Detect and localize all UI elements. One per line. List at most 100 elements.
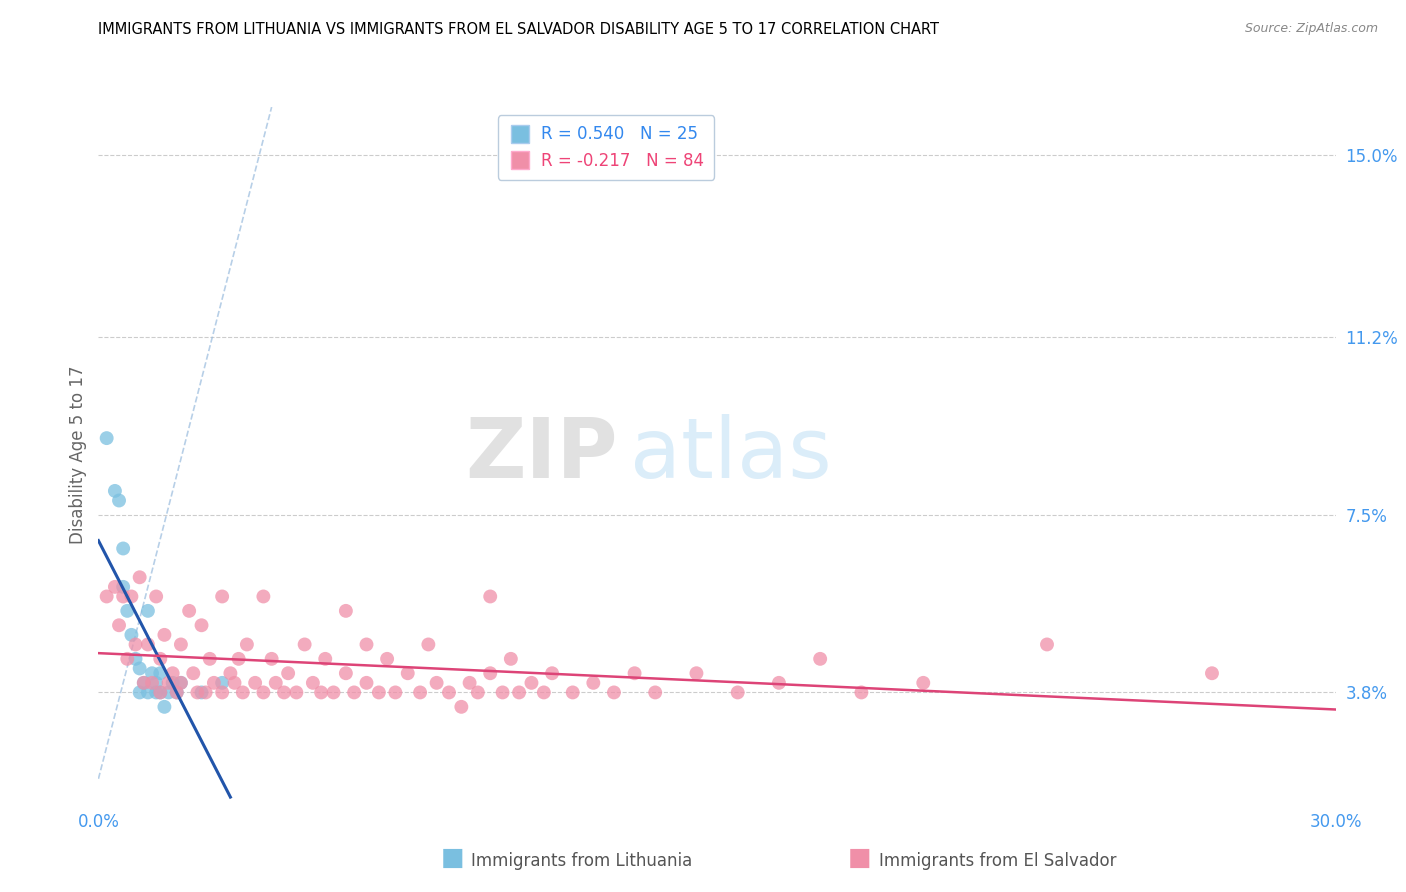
Text: atlas: atlas <box>630 415 832 495</box>
Point <box>228 652 250 666</box>
Point <box>170 676 193 690</box>
Point <box>375 652 398 666</box>
Point <box>232 685 254 699</box>
Point <box>128 685 150 699</box>
Point <box>418 637 440 651</box>
Point <box>124 652 146 666</box>
Point <box>170 676 193 690</box>
Point <box>1036 637 1059 651</box>
Point <box>851 685 873 699</box>
Point <box>533 685 555 699</box>
Point <box>520 676 543 690</box>
Point <box>450 699 472 714</box>
Legend: R = 0.540   N = 25, R = -0.217   N = 84: R = 0.540 N = 25, R = -0.217 N = 84 <box>498 115 714 179</box>
Point <box>479 666 502 681</box>
Point <box>211 685 233 699</box>
Point <box>314 652 336 666</box>
Point <box>294 637 316 651</box>
Point <box>603 685 626 699</box>
Point <box>343 685 366 699</box>
Point <box>166 685 188 699</box>
Point <box>153 699 176 714</box>
Point <box>136 685 159 699</box>
Point <box>322 685 344 699</box>
Point <box>108 493 131 508</box>
Point <box>181 666 204 681</box>
Point <box>162 666 184 681</box>
Point <box>194 685 217 699</box>
Point <box>912 676 935 690</box>
Point <box>128 570 150 584</box>
Point <box>132 676 155 690</box>
Point <box>108 618 131 632</box>
Point <box>582 676 605 690</box>
Point <box>264 676 287 690</box>
Point <box>644 685 666 699</box>
Point <box>190 685 212 699</box>
Point <box>356 676 378 690</box>
Point <box>112 541 135 556</box>
Point <box>277 666 299 681</box>
Text: IMMIGRANTS FROM LITHUANIA VS IMMIGRANTS FROM EL SALVADOR DISABILITY AGE 5 TO 17 : IMMIGRANTS FROM LITHUANIA VS IMMIGRANTS … <box>98 22 939 37</box>
Point <box>96 590 118 604</box>
Point <box>768 676 790 690</box>
Point <box>409 685 432 699</box>
Point <box>117 604 139 618</box>
Point <box>224 676 246 690</box>
Point <box>252 685 274 699</box>
Point <box>149 685 172 699</box>
Point <box>120 590 142 604</box>
Point <box>561 685 583 699</box>
Point <box>162 676 184 690</box>
Point <box>202 676 225 690</box>
Point <box>541 666 564 681</box>
Point <box>104 483 127 498</box>
Point <box>396 666 419 681</box>
Point <box>149 666 172 681</box>
Point <box>335 666 357 681</box>
Point <box>309 685 332 699</box>
Y-axis label: Disability Age 5 to 17: Disability Age 5 to 17 <box>69 366 87 544</box>
Point <box>198 652 221 666</box>
Point <box>112 580 135 594</box>
Point <box>685 666 707 681</box>
Point <box>302 676 325 690</box>
Point <box>211 590 233 604</box>
Point <box>623 666 645 681</box>
Point <box>117 652 139 666</box>
Point <box>145 590 167 604</box>
Point <box>335 604 357 618</box>
Point <box>808 652 831 666</box>
Point <box>104 580 127 594</box>
Point <box>136 637 159 651</box>
Point <box>252 590 274 604</box>
Point <box>149 652 172 666</box>
Point <box>491 685 513 699</box>
Point <box>384 685 406 699</box>
Point <box>157 676 180 690</box>
Point <box>136 604 159 618</box>
Point <box>285 685 308 699</box>
Point <box>426 676 449 690</box>
Point <box>96 431 118 445</box>
Point <box>467 685 489 699</box>
Point <box>273 685 295 699</box>
Text: ■: ■ <box>440 846 464 870</box>
Text: ZIP: ZIP <box>465 415 619 495</box>
Point <box>132 676 155 690</box>
Point <box>243 676 266 690</box>
Point <box>166 685 188 699</box>
Point <box>356 637 378 651</box>
Point <box>120 628 142 642</box>
Point <box>145 685 167 699</box>
Point <box>190 618 212 632</box>
Point <box>141 666 163 681</box>
Point <box>219 666 242 681</box>
Text: Source: ZipAtlas.com: Source: ZipAtlas.com <box>1244 22 1378 36</box>
Point <box>128 661 150 675</box>
Text: Immigrants from Lithuania: Immigrants from Lithuania <box>471 852 692 870</box>
Point <box>260 652 283 666</box>
Point <box>141 676 163 690</box>
Point <box>458 676 481 690</box>
Point <box>124 637 146 651</box>
